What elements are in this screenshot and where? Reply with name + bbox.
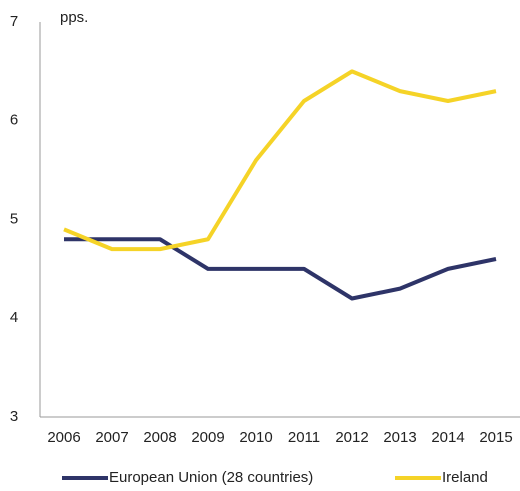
x-tick-label: 2011 [288,429,320,446]
y-tick-label: 5 [10,210,18,227]
x-tick-label: 2014 [431,429,464,446]
x-tick-label: 2010 [239,429,272,446]
y-tick-label: 3 [10,408,18,425]
x-tick-label: 2007 [95,429,128,446]
legend-label: European Union (28 countries) [109,469,313,486]
y-tick-label: 4 [10,309,18,326]
x-tick-label: 2015 [479,429,512,446]
x-tick-label: 2009 [191,429,224,446]
line [64,237,497,301]
x-tick-label: 2006 [47,429,80,446]
y-axis-label: pps. [60,9,88,26]
x-tick-label: 2012 [335,429,368,446]
x-tick-label: 2013 [383,429,416,446]
line [63,69,497,252]
y-tick-label: 6 [10,112,18,129]
y-tick-label: 7 [10,13,18,30]
x-tick-label: 2008 [143,429,176,446]
legend-label: Ireland [442,469,488,486]
